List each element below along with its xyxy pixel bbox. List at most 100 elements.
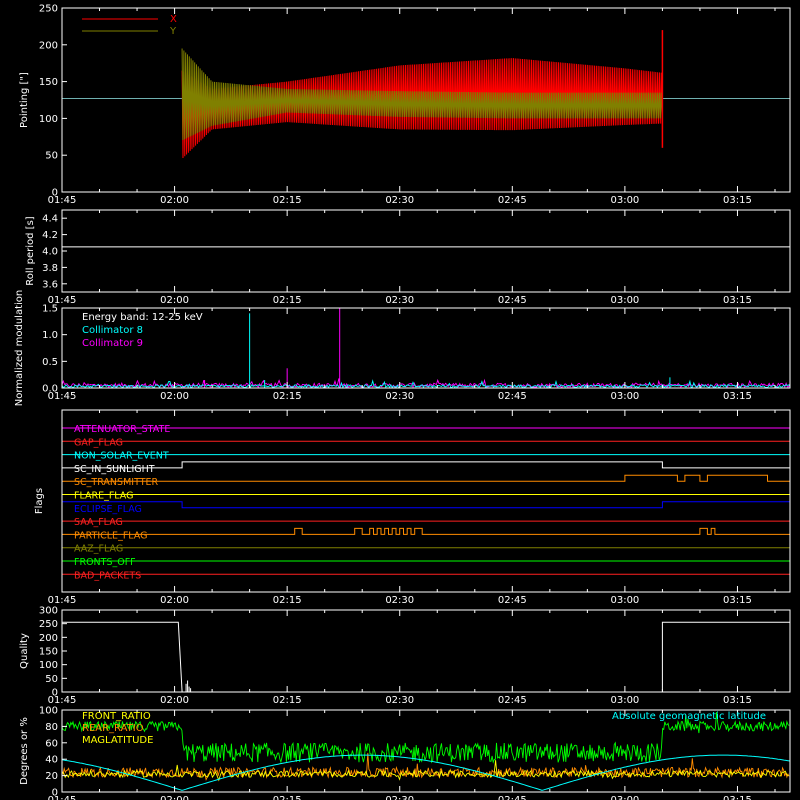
pointing-y-tick-label: 250 xyxy=(39,4,58,15)
ratios-frame xyxy=(61,709,791,793)
time-tick-label: 02:00 xyxy=(160,795,189,800)
quality-y-tick-label: 50 xyxy=(45,674,58,685)
time-tick-label: 01:45 xyxy=(48,295,77,306)
flags-panel: ATTENUATOR_STATE GAP_FLAG NON_SOLAR_EVENT S… xyxy=(34,409,791,606)
flag-label-particle_flag: PARTICLE_FLAG xyxy=(74,530,147,541)
time-tick-label: 02:45 xyxy=(498,595,527,606)
time-tick-label: 03:15 xyxy=(723,595,752,606)
pointing-frame xyxy=(61,7,791,193)
ratios-y-tick-label: 100 xyxy=(39,706,58,717)
maglatitude-line xyxy=(61,760,789,782)
collimator-9-noise xyxy=(61,378,791,389)
time-tick-label: 02:30 xyxy=(385,391,414,402)
time-tick-label: 02:15 xyxy=(273,695,302,706)
quality-y-tick-label: 300 xyxy=(39,606,58,617)
pointing-y-title: Pointing ["] xyxy=(19,72,30,128)
time-tick-label: 02:15 xyxy=(273,295,302,306)
time-tick-label: 03:15 xyxy=(723,391,752,402)
time-tick-label: 01:45 xyxy=(48,795,77,800)
ratios-y-title: Degrees or % xyxy=(19,717,30,785)
time-tick-label: 02:45 xyxy=(498,295,527,306)
roll-y-tick-label: 3.8 xyxy=(42,263,58,274)
pointing-y-tick-label: 0 xyxy=(52,188,58,199)
time-tick-label: 02:30 xyxy=(385,595,414,606)
pointing-panel: 01:45 02:00 02:15 02:30 02:45 03:00 03:15 0 50 10… xyxy=(19,4,791,206)
flag-label-flare_flag: FLARE_FLAG xyxy=(74,491,134,502)
modulation-y-title: Normalized modulation xyxy=(14,290,25,407)
time-tick-label: 02:30 xyxy=(385,795,414,800)
front-ratio-legend: FRONT_RATIO xyxy=(82,711,151,722)
modulation-frame xyxy=(61,307,791,389)
flag-label-fronts_off: FRONTS_OFF xyxy=(74,557,136,568)
quality-panel: 01:45 02:00 02:15 02:30 02:45 03:00 03:15 0 50 10… xyxy=(19,606,791,706)
roll-y-tick-label: 4.2 xyxy=(42,230,58,241)
flag-line-particle_flag xyxy=(62,527,790,535)
panels-group: 01:45 02:00 02:15 02:30 02:45 03:00 03:15 0 50 10… xyxy=(14,4,791,800)
legend-x-label: X xyxy=(170,14,177,25)
time-tick-label: 03:00 xyxy=(610,391,639,402)
ratios-y-tick-label: 20 xyxy=(45,771,58,782)
time-tick-label: 02:15 xyxy=(273,595,302,606)
flag-line-sc_transmitter xyxy=(62,474,790,482)
time-tick-label: 02:30 xyxy=(385,695,414,706)
time-tick-label: 02:30 xyxy=(385,295,414,306)
pointing-y-tick-label: 200 xyxy=(39,40,58,51)
rear-ratio-line xyxy=(61,752,790,782)
maglatitude-legend: MAGLATITUDE xyxy=(82,735,153,746)
geomag-latitude-line xyxy=(61,754,791,791)
time-tick-label: 01:45 xyxy=(48,695,77,706)
modulation-y-tick-label: 0.5 xyxy=(42,357,58,368)
time-tick-label: 02:45 xyxy=(498,695,527,706)
time-tick-label: 02:30 xyxy=(385,195,414,206)
time-tick-label: 01:45 xyxy=(48,595,77,606)
quality-y-tick-label: 0 xyxy=(52,688,58,699)
ratios-y-tick-label: 40 xyxy=(45,755,58,766)
time-tick-label: 03:15 xyxy=(723,295,752,306)
modulation-y-tick-label: 1.0 xyxy=(42,330,58,341)
quality-y-tick-label: 200 xyxy=(39,633,58,644)
geomag-latitude-legend: Absolute geomagnetic latitude xyxy=(612,711,766,722)
front-ratio-line xyxy=(61,712,790,764)
time-tick-label: 01:45 xyxy=(48,391,77,402)
collimator-9-label: Collimator 9 xyxy=(82,338,143,349)
time-tick-label: 02:00 xyxy=(160,595,189,606)
time-tick-label: 03:00 xyxy=(610,795,639,800)
time-tick-label: 02:00 xyxy=(160,695,189,706)
roll-y-tick-label: 4.0 xyxy=(42,247,58,258)
roll-y-tick-label: 4.4 xyxy=(42,214,58,225)
pointing-y-tick-label: 150 xyxy=(39,77,58,88)
flag-label-attenuator_state: ATTENUATOR_STATE xyxy=(74,424,170,435)
flag-line-sc_in_sunlight xyxy=(62,461,790,469)
time-tick-label: 03:00 xyxy=(610,195,639,206)
flag-label-aaz_flag: AAZ_FLAG xyxy=(74,544,123,555)
time-tick-label: 03:00 xyxy=(610,295,639,306)
roll-y-tick-label: 3.6 xyxy=(42,279,58,290)
time-tick-label: 03:15 xyxy=(723,695,752,706)
time-tick-label: 03:00 xyxy=(610,595,639,606)
time-tick-label: 03:15 xyxy=(723,795,752,800)
ratios-y-tick-label: 60 xyxy=(45,738,58,749)
quality-y-tick-label: 250 xyxy=(39,619,58,630)
flag-label-gap_flag: GAP_FLAG xyxy=(74,437,123,448)
flag-label-eclipse_flag: ECLIPSE_FLAG xyxy=(74,504,142,515)
rear-ratio-legend: REAR_RATIO xyxy=(82,723,144,734)
ratios-y-tick-label: 0 xyxy=(52,788,58,799)
time-tick-label: 03:15 xyxy=(723,195,752,206)
ratios-y-tick-label: 80 xyxy=(45,722,58,733)
time-tick-label: 02:45 xyxy=(498,195,527,206)
ratios-panel: 01:45 02:00 02:15 02:30 02:45 03:00 03:15 0 20 40… xyxy=(19,706,791,800)
roll-y-title: Roll period [s] xyxy=(25,216,36,285)
modulation-y-tick-label: 0.0 xyxy=(42,384,58,395)
flag-label-bad_packets: BAD_PACKETS xyxy=(74,570,141,581)
time-tick-label: 02:15 xyxy=(273,195,302,206)
pointing-y-tick-label: 100 xyxy=(39,114,58,125)
quality-y-tick-label: 100 xyxy=(39,660,58,671)
flags-y-title: Flags xyxy=(34,488,45,514)
roll-panel: 01:45 02:00 02:15 02:30 02:45 03:00 03:15 3.6 3.… xyxy=(25,209,791,306)
energy-band-label: Energy band: 12-25 keV xyxy=(82,312,203,323)
time-tick-label: 02:00 xyxy=(160,391,189,402)
pointing-series-y xyxy=(181,48,663,141)
collimator-8-label: Collimator 8 xyxy=(82,325,143,336)
flag-label-saa_flag: SAA_FLAG xyxy=(74,517,123,528)
